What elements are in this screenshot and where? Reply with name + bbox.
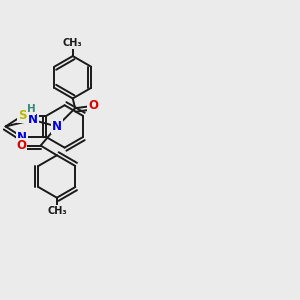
- Text: N: N: [17, 130, 27, 143]
- Text: N: N: [52, 120, 62, 133]
- Text: N: N: [28, 113, 38, 127]
- Text: CH₃: CH₃: [63, 38, 83, 48]
- Text: H: H: [27, 104, 36, 114]
- Text: O: O: [88, 99, 98, 112]
- Text: S: S: [18, 109, 26, 122]
- Text: O: O: [16, 139, 26, 152]
- Text: CH₃: CH₃: [47, 206, 67, 216]
